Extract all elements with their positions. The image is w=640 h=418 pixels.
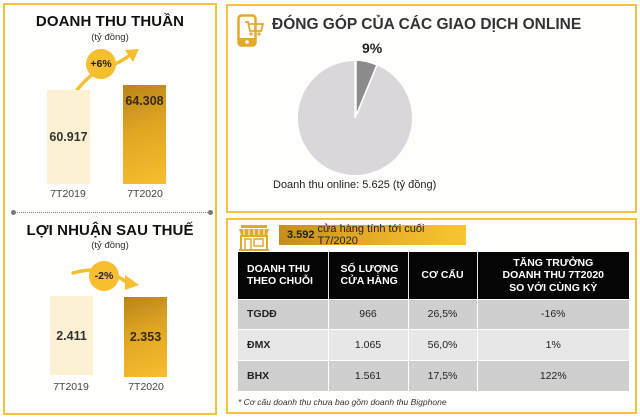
structure-cell: 56,0% — [408, 329, 478, 360]
store-count-banner: 3.592 cửa hàng tính tới cuối T7/2020 — [279, 223, 466, 247]
revenue-unit: (tỷ đồng) — [91, 32, 129, 43]
section-divider — [12, 212, 212, 213]
header-growth: TĂNG TRƯỞNG DOANH THU 7T2020 SO VỚI CÙNG… — [477, 252, 629, 299]
store-count-cell: 966 — [328, 298, 409, 330]
header-line: SO VỚI CÙNG KỲ — [509, 281, 598, 294]
header-line: SỐ LƯỢNG — [340, 262, 399, 275]
header-structure: CƠ CẤU — [408, 252, 478, 299]
revenue-bar-7t2020: 64.308 — [123, 85, 166, 184]
profit-label-7t2020: 7T2020 — [128, 381, 164, 393]
structure-cell: 26,5% — [408, 298, 478, 330]
table-row: BHX 1.561 17,5% 122% — [238, 359, 629, 391]
online-title: ĐÓNG GÓP CỦA CÁC GIAO DỊCH ONLINE — [272, 16, 582, 33]
profit-bar-7t2019: 2.411 — [50, 296, 93, 375]
financial-summary-panel: DOANH THU THUẦN (tỷ đồng) +6% 60.917 64.… — [3, 3, 217, 415]
table-row: ĐMX 1.065 56,0% 1% — [238, 329, 629, 360]
profit-label-7t2019: 7T2019 — [53, 381, 89, 393]
header-line: DOANH THU — [247, 262, 310, 275]
store-count-cell: 1.065 — [328, 329, 409, 360]
store-count-cell: 1.561 — [328, 359, 409, 391]
online-share-pie-chart — [297, 59, 412, 175]
profit-unit: (tỷ đồng) — [91, 240, 129, 251]
header-revenue-by-chain: DOANH THU THEO CHUỖI — [238, 252, 329, 299]
online-contribution-panel: ĐÓNG GÓP CỦA CÁC GIAO DỊCH ONLINE 9% Doa… — [226, 4, 637, 213]
chain-name: BHX — [238, 359, 329, 391]
revenue-title: DOANH THU THUẦN — [35, 13, 185, 30]
revenue-label-7t2020: 7T2020 — [127, 188, 163, 200]
divider-dot-right — [208, 210, 213, 215]
storefront-icon — [239, 225, 269, 251]
divider-dot-left — [11, 210, 16, 215]
growth-cell: 1% — [477, 329, 629, 360]
growth-cell: 122% — [477, 359, 629, 391]
header-store-count: SỐ LƯỢNG CỬA HÀNG — [328, 252, 409, 299]
growth-cell: -16% — [477, 298, 629, 330]
store-chain-table: DOANH THU THEO CHUỖI SỐ LƯỢNG CỬA HÀNG C… — [238, 252, 629, 391]
table-row: TGDĐ 966 26,5% -16% — [238, 298, 629, 330]
header-line: CƠ CẤU — [421, 269, 464, 281]
table-header-row: DOANH THU THEO CHUỖI SỐ LƯỢNG CỬA HÀNG C… — [238, 252, 629, 299]
header-line: TĂNG TRƯỞNG — [513, 256, 594, 269]
revenue-bar-7t2019: 60.917 — [47, 90, 90, 184]
footnote: * Cơ cấu doanh thu chưa bao gồm doanh th… — [238, 397, 447, 407]
store-count: 3.592 — [287, 229, 315, 241]
profit-bar-7t2020: 2.353 — [124, 297, 167, 377]
header-line: THEO CHUỖI — [247, 275, 313, 288]
store-chain-panel: 3.592 cửa hàng tính tới cuối T7/2020 DOA… — [226, 218, 637, 414]
structure-cell: 17,5% — [408, 359, 478, 391]
profit-title: LỢI NHUẬN SAU THUẾ — [26, 222, 194, 239]
chain-name: TGDĐ — [238, 298, 329, 330]
online-share-label: 9% — [362, 40, 383, 56]
chain-name: ĐMX — [238, 329, 329, 360]
revenue-label-7t2019: 7T2019 — [50, 188, 86, 200]
header-line: DOANH THU 7T2020 — [502, 269, 605, 281]
header-line: CỬA HÀNG — [340, 275, 398, 288]
profit-change-badge: -2% — [89, 261, 119, 291]
revenue-change-badge: +6% — [86, 49, 116, 79]
store-count-text: cửa hàng tính tới cuối T7/2020 — [317, 223, 425, 247]
mobile-shopping-icon — [237, 14, 265, 47]
online-revenue-note: Doanh thu online: 5.625 (tỷ đồng) — [273, 179, 437, 191]
